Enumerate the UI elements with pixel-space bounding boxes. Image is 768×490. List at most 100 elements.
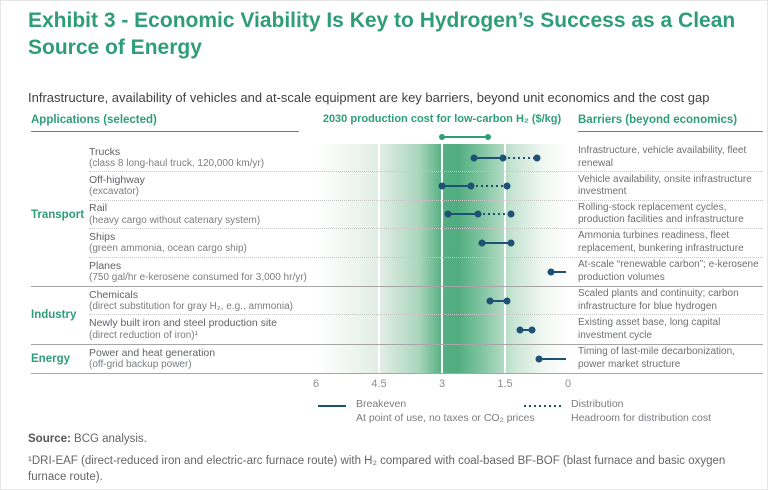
marker-dot	[503, 297, 511, 305]
marker-dot	[503, 182, 511, 190]
axis-tick: 0	[564, 378, 572, 390]
application-name: Power and heat generation	[89, 346, 216, 359]
title-line-1: Exhibit 3 - Economic Viability Is Key to…	[28, 9, 736, 32]
legend-label: Breakeven	[356, 398, 407, 410]
chart-row-strip	[316, 144, 568, 171]
distribution-line	[471, 185, 508, 188]
application-detail: (heavy cargo without catenary system)	[89, 214, 261, 226]
table-row: Newly built iron and steel production si…	[89, 315, 763, 343]
application-name: Newly built iron and steel production si…	[89, 317, 277, 330]
marker-dot	[438, 182, 446, 190]
table-row: Off-highway (excavator) Vehicle availabili…	[89, 172, 763, 201]
chart-axis-title: 2030 production cost for low-carbon H₂ (…	[322, 113, 562, 125]
barrier-cell: At-scale “renewable carbon”; e-kerosene …	[578, 259, 759, 283]
chart-row-strip	[316, 258, 568, 286]
chart-row-strip	[316, 345, 568, 373]
application-name: Chemicals	[89, 288, 139, 301]
axis-tick: 3	[438, 378, 446, 390]
application-cell: Planes (750 gal/hr e-kerosene consumed fo…	[89, 258, 316, 286]
legend: Breakeven At point of use, no taxes or C…	[316, 398, 763, 430]
application-detail: (off-grid backup power)	[89, 359, 192, 371]
chart-row-strip	[316, 201, 568, 228]
breakeven-line	[538, 357, 566, 360]
breakeven-line	[551, 270, 566, 273]
application-cell: Power and heat generation (off-grid backu…	[89, 345, 316, 373]
footnote: ¹DRI-EAF (direct-reduced iron and electr…	[28, 455, 726, 484]
application-cell: Off-highway (excavator)	[89, 172, 316, 199]
production-cost-range-dot	[485, 134, 492, 140]
applications-column-header: Applications (selected)	[31, 114, 299, 132]
application-name: Rail	[89, 202, 108, 215]
application-detail: (excavator)	[89, 186, 140, 198]
chart-gradient-band	[316, 144, 568, 375]
marker-dot	[478, 239, 486, 247]
subtitle: Infrastructure, availability of vehicles…	[28, 90, 710, 105]
distribution-line	[502, 156, 537, 159]
marker-dot	[533, 154, 540, 162]
chart-row-strip	[316, 229, 568, 256]
application-detail: (direct substitution for gray H₂, e.g., …	[89, 300, 293, 312]
category-group-industry: Industry Chemicals (direct substitution fo…	[31, 287, 763, 345]
x-axis: 6 4.5 3 1.5 0	[312, 378, 572, 392]
legend-item-distribution: Distribution Headroom for distribution c…	[571, 398, 711, 425]
chart-row-strip	[316, 315, 568, 343]
title-line-2: Source of Energy	[28, 36, 202, 60]
marker-dot	[470, 154, 477, 162]
gridline-1-5	[504, 144, 506, 375]
marker-dot	[516, 326, 524, 334]
barrier-cell: Ammonia turbines readiness, fleet replac…	[578, 230, 744, 254]
table-row: Rail (heavy cargo without catenary system…	[89, 201, 763, 230]
chart-column-header: 2030 production cost for low-carbon H₂ (…	[316, 113, 568, 141]
gridline-3	[441, 144, 443, 375]
application-name: Off-highway	[89, 174, 145, 186]
application-name: Trucks	[89, 145, 121, 158]
legend-sublabel: At point of use, no taxes or CO₂ prices	[356, 411, 535, 424]
table-row: Trucks (class 8 long-haul truck, 120,000 …	[89, 144, 763, 173]
marker-dot	[507, 210, 515, 218]
barrier-cell: Timing of last-mile decarbonization, pow…	[578, 346, 735, 370]
application-cell: Trucks (class 8 long-haul truck, 120,000 …	[89, 144, 316, 171]
application-name: Planes	[89, 259, 122, 272]
application-detail: (green ammonia, ocean cargo ship)	[89, 243, 247, 255]
barrier-cell: Vehicle availability, onsite infrastruct…	[578, 173, 752, 198]
barrier-cell: Rolling-stock replacement cycles, produc…	[578, 201, 744, 226]
table-row: Chemicals (direct substitution for gray H…	[89, 287, 763, 316]
table-row: Power and heat generation (off-grid backu…	[89, 345, 763, 373]
production-cost-range-dot	[439, 134, 445, 140]
application-cell: Rail (heavy cargo without catenary system…	[89, 201, 316, 228]
application-cell: Newly built iron and steel production si…	[89, 315, 316, 343]
table-row: Ships (green ammonia, ocean cargo ship) Am…	[89, 229, 763, 258]
marker-dot	[528, 326, 536, 334]
legend-label: Distribution	[571, 398, 624, 410]
breakeven-line	[442, 185, 472, 188]
category-group-transport: Transport Trucks (class 8 long-haul truck,…	[31, 144, 763, 287]
source-line: Source: BCG analysis.	[28, 433, 147, 445]
breakeven-line	[473, 156, 503, 159]
chart-row-strip	[316, 172, 568, 199]
category-label: Energy	[31, 352, 70, 365]
source-text: BCG analysis.	[70, 433, 147, 445]
breakeven-line	[481, 241, 512, 244]
chart-body: Transport Trucks (class 8 long-haul truck,…	[31, 144, 763, 375]
breakeven-line-sample	[318, 405, 346, 407]
breakeven-line	[490, 299, 508, 302]
barriers-column-header: Barriers (beyond economics)	[578, 114, 763, 132]
application-detail: (direct reduction of iron)¹	[89, 329, 198, 341]
table-row: Planes (750 gal/hr e-kerosene consumed fo…	[89, 258, 763, 286]
production-cost-range-indicator	[316, 134, 568, 140]
barrier-cell: Infrastructure, vehicle availability, fl…	[578, 145, 747, 169]
distribution-line-sample	[524, 405, 562, 407]
category-label: Industry	[31, 309, 77, 322]
barrier-cell: Existing asset base, long capital invest…	[578, 317, 721, 341]
barrier-cell: Scaled plants and continuity; carbon inf…	[578, 288, 739, 312]
axis-tick: 6	[312, 378, 320, 390]
marker-dot	[535, 355, 543, 363]
marker-dot	[486, 297, 494, 305]
category-group-energy: Energy Power and heat generation (off-grid…	[31, 345, 763, 375]
marker-dot	[507, 239, 515, 247]
gridline-4-5	[378, 144, 380, 375]
axis-tick: 4.5	[371, 378, 387, 390]
application-name: Ships	[89, 230, 116, 243]
legend-sublabel: Headroom for distribution cost	[571, 411, 712, 424]
